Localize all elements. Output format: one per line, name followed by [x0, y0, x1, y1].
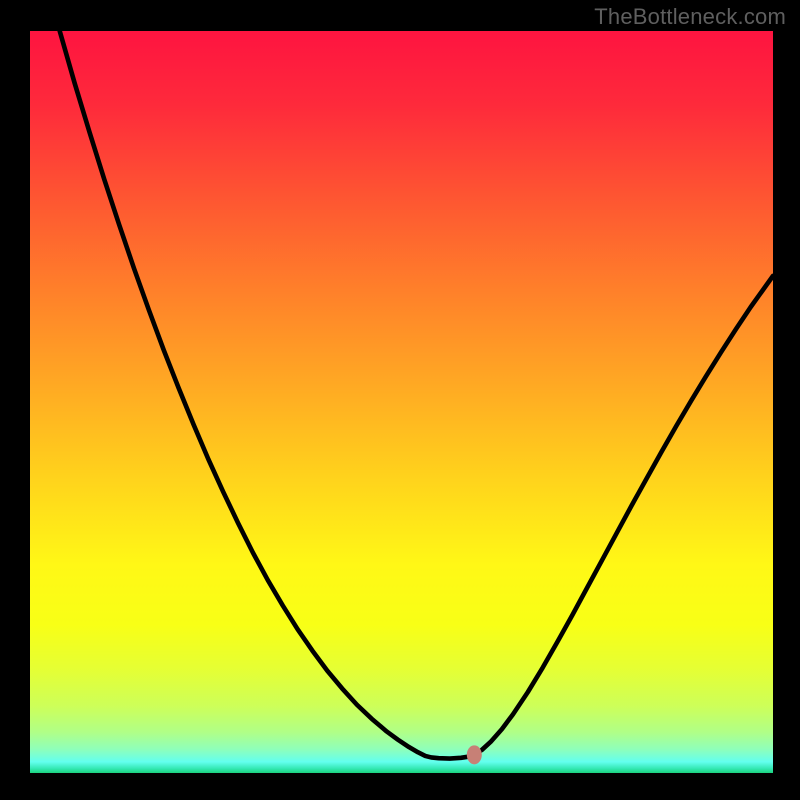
chart-background: [30, 31, 773, 773]
watermark-label: TheBottleneck.com: [594, 4, 786, 30]
chart-plot-area: [30, 31, 773, 773]
optimum-marker: [467, 745, 482, 764]
chart-svg: [30, 31, 773, 773]
